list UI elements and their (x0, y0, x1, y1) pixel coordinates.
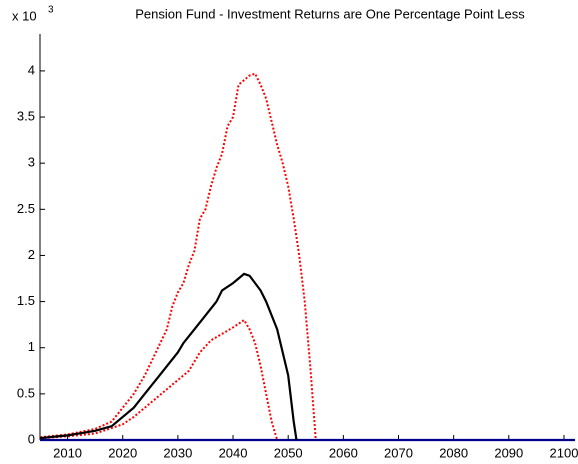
x-tick-label: 2050 (274, 445, 303, 460)
y-scale-label: x 10 (12, 8, 37, 23)
series-line (39, 272, 298, 441)
y-tick-label: 3 (28, 155, 35, 170)
y-scale-exponent: 3 (48, 5, 54, 16)
y-tick-label: 1 (28, 339, 35, 354)
y-tick-label: 3.5 (17, 108, 35, 123)
y-tick-label: 2 (28, 247, 35, 262)
x-tick-label: 2010 (53, 445, 82, 460)
x-tick-label: 2070 (384, 445, 413, 460)
y-tick-label: 4 (28, 62, 35, 77)
x-tick-label: 2040 (219, 445, 248, 460)
x-tick-label: 2100 (550, 445, 578, 460)
chart-title: Pension Fund - Investment Returns are On… (135, 6, 525, 21)
x-tick-label: 2030 (163, 445, 192, 460)
y-tick-label: 2.5 (17, 201, 35, 216)
x-tick-label: 2080 (439, 445, 468, 460)
x-tick-label: 2020 (108, 445, 137, 460)
y-tick-label: 0 (28, 431, 35, 446)
series-line (39, 72, 317, 441)
y-tick-label: 0.5 (17, 385, 35, 400)
x-tick-label: 2060 (329, 445, 358, 460)
x-tick-label: 2090 (494, 445, 523, 460)
y-tick-label: 1.5 (17, 293, 35, 308)
series-line (39, 318, 279, 441)
